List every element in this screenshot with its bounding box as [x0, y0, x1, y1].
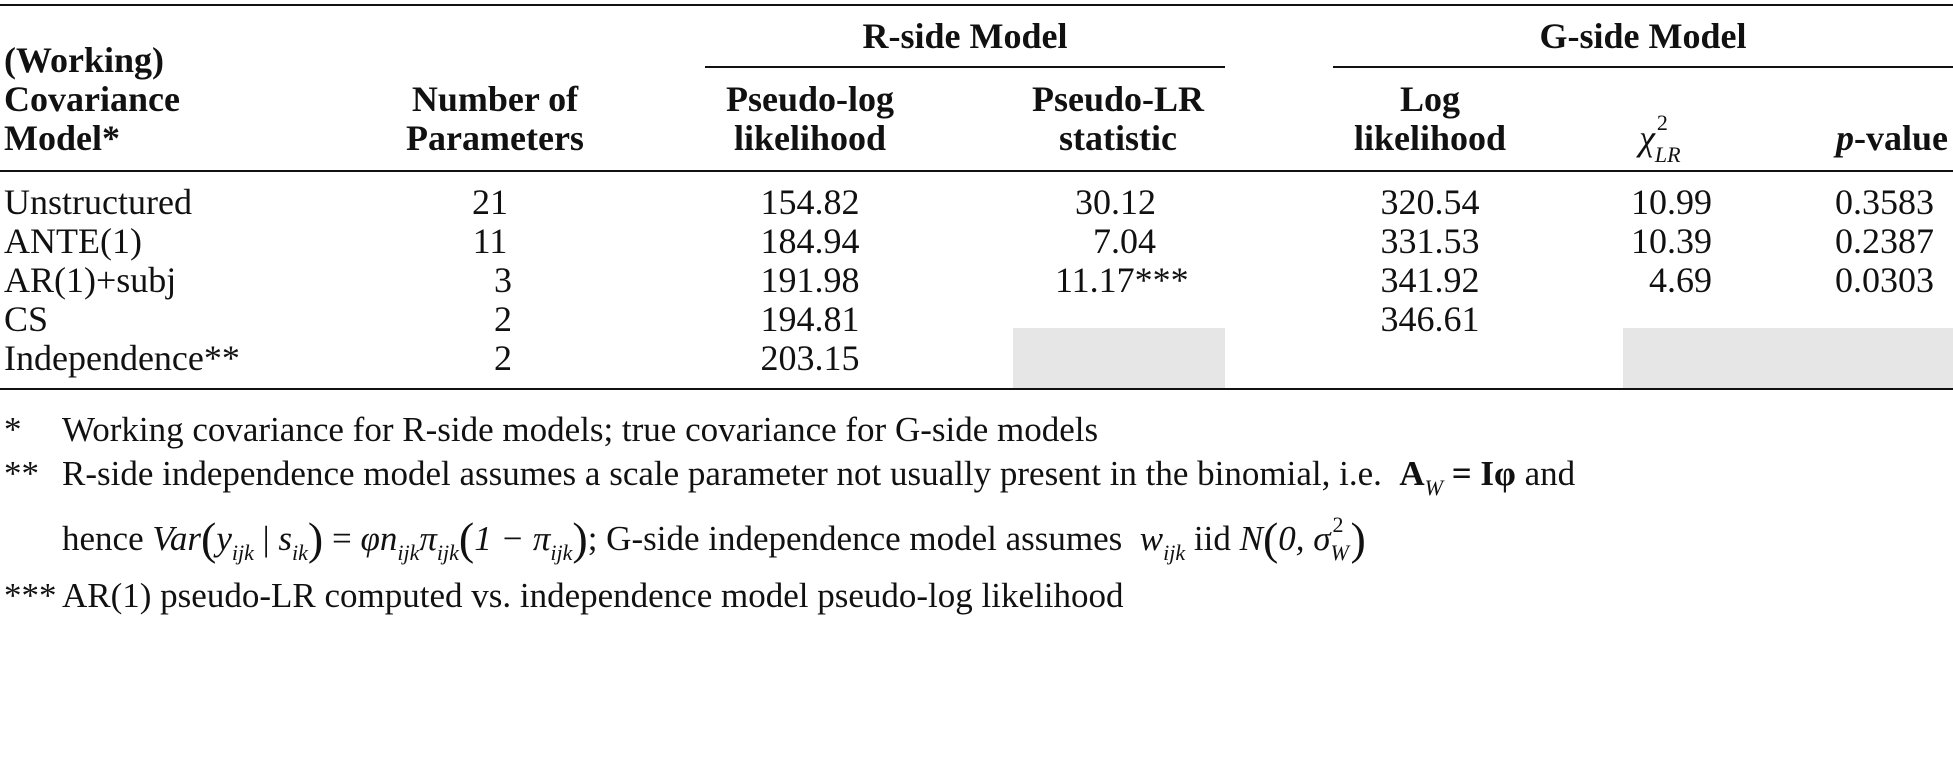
- shaded-empty-cell-gside: [1623, 328, 1953, 388]
- header-p-value: p-value: [1760, 120, 1948, 156]
- math-var: Var: [152, 519, 201, 558]
- cell-params: 3: [494, 260, 512, 300]
- cell-ll: 331.53: [1380, 221, 1480, 261]
- header-model-line3: Model*: [4, 118, 120, 158]
- header-model-line2: Covariance: [4, 79, 180, 119]
- cell-model: Unstructured: [4, 182, 192, 222]
- math-zero-sigma: 0, σ: [1278, 519, 1331, 558]
- header-ll-line1: Log: [1399, 79, 1460, 119]
- math-phi-n: φn: [360, 519, 398, 558]
- math-AW: A: [1399, 454, 1425, 493]
- sigma-sub: W: [1330, 540, 1349, 565]
- footnote-text-2b: hence Var(yijk | sik) = φnijkπijk(1 − πi…: [62, 512, 1366, 565]
- cell-params: 2: [494, 299, 512, 339]
- math-bar: |: [262, 519, 270, 558]
- cell-chi: 10.39: [1631, 221, 1712, 261]
- gside-group-header: G-side Model: [1539, 16, 1747, 56]
- math-iid: iid: [1193, 519, 1231, 558]
- cell-ll: 346.61: [1380, 299, 1480, 339]
- footnote-text-2a: R-side independence model assumes a scal…: [62, 456, 1575, 499]
- cell-params: 21: [472, 182, 508, 222]
- cell-params: 2: [494, 338, 512, 378]
- math-n-sub: ijk: [397, 540, 420, 565]
- cell-pll: 184.94: [760, 221, 860, 261]
- header-plr-line2: statistic: [1059, 118, 1177, 158]
- cell-chi: 10.99: [1631, 182, 1712, 222]
- footnote-text-1: Working covariance for R-side models; tr…: [62, 410, 1099, 449]
- footnote-text-3: AR(1) pseudo-LR computed vs. independenc…: [62, 576, 1124, 615]
- cell-plr: 7.04: [1093, 221, 1156, 261]
- cell-model: CS: [4, 299, 49, 339]
- top-rule: [0, 4, 1953, 6]
- chi-sup: 2: [1656, 110, 1668, 135]
- footnote-2b-hence: hence: [62, 519, 144, 558]
- cell-model: ANTE(1): [4, 221, 142, 261]
- header-pll-line1: Pseudo-log: [725, 79, 894, 119]
- cell-model: AR(1)+subj: [4, 260, 177, 300]
- paren-close-2: ): [572, 513, 588, 564]
- footnote-2a-and: and: [1524, 454, 1576, 493]
- footnote-2a-text: R-side independence model assumes a scal…: [62, 454, 1382, 493]
- footnote-mark-1: *: [4, 410, 22, 449]
- math-w: w: [1139, 519, 1164, 558]
- chi-sub: LR: [1654, 142, 1681, 167]
- footnote-mark-2: **: [4, 454, 39, 493]
- paren-open-2: (: [458, 513, 475, 564]
- math-equals: =: [331, 519, 352, 558]
- paren-open: (: [200, 513, 217, 564]
- paren-close: ): [307, 513, 324, 564]
- shaded-empty-cell-plr: [1013, 328, 1225, 388]
- math-N: N: [1239, 519, 1263, 558]
- math-s-sub: ik: [292, 540, 308, 565]
- paren-open-3: (: [1262, 513, 1279, 564]
- header-chi-square: χ 2 LR: [1610, 112, 1710, 166]
- cell-chi: 4.69: [1649, 260, 1712, 300]
- header-model-line1: (Working): [4, 40, 165, 80]
- rside-group-header: R-side Model: [862, 16, 1068, 56]
- p-italic: p: [1836, 118, 1854, 158]
- chi-symbol: χ: [1639, 118, 1655, 158]
- sigma-sup: 2: [1332, 512, 1344, 537]
- cell-model: Independence**: [4, 338, 240, 378]
- header-bottom-rule: [0, 170, 1953, 172]
- math-w-sub: ijk: [1163, 540, 1186, 565]
- rside-group-rule: [705, 66, 1225, 68]
- math-pi-sub: ijk: [436, 540, 459, 565]
- header-plr-line1: Pseudo-LR: [1031, 79, 1205, 119]
- footnote-2b-mid: ; G-side independence model assumes: [587, 519, 1123, 558]
- header-pll-line2: likelihood: [733, 118, 887, 158]
- gside-group-rule: [1333, 66, 1953, 68]
- cell-ll: 320.54: [1380, 182, 1480, 222]
- paren-close-3: ): [1350, 513, 1366, 564]
- math-pi2-sub: ijk: [550, 540, 573, 565]
- cell-params: 11: [472, 221, 508, 261]
- cell-p: 0.0303: [1835, 260, 1934, 300]
- math-one-minus-pi: 1 − π: [474, 519, 551, 558]
- header-params-line2: Parameters: [406, 118, 584, 158]
- cell-ll: 341.92: [1380, 260, 1480, 300]
- header-ll-line2: likelihood: [1353, 118, 1507, 158]
- cell-plr: 30.12: [1075, 182, 1156, 222]
- cell-p: 0.3583: [1835, 182, 1934, 222]
- header-params-line1: Number of: [411, 79, 579, 119]
- cell-pll: 203.15: [760, 338, 860, 378]
- footnote-mark-3: ***: [4, 576, 57, 615]
- math-eq-iphi: = Iφ: [1451, 454, 1516, 493]
- math-pi: π: [419, 519, 437, 558]
- table-bottom-rule: [0, 388, 1953, 390]
- cell-pll: 191.98: [760, 260, 860, 300]
- math-y: y: [216, 519, 232, 558]
- math-y-sub: ijk: [231, 540, 254, 565]
- math-s: s: [278, 519, 292, 558]
- cell-p: 0.2387: [1835, 221, 1934, 261]
- cell-plr: 11.17***: [1055, 260, 1189, 300]
- p-rest: -value: [1854, 118, 1948, 158]
- cell-pll: 194.81: [760, 299, 860, 339]
- math-AW-sub: W: [1424, 475, 1443, 500]
- cell-pll: 154.82: [760, 182, 860, 222]
